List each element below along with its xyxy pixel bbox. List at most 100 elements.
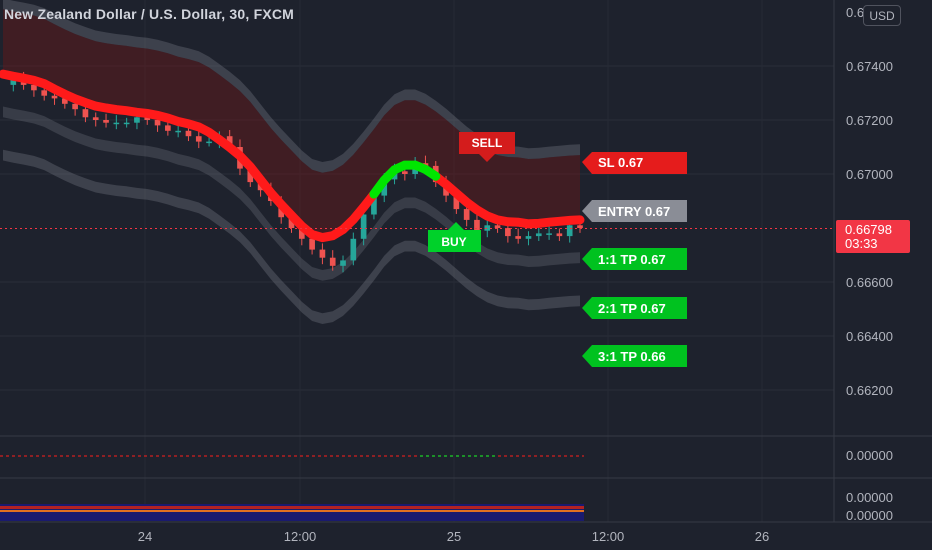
time-tick-label: 26 (755, 529, 769, 544)
lower-histogram-red-bar (0, 506, 584, 509)
time-tick-label: 24 (138, 529, 152, 544)
candle-body (113, 122, 120, 125)
candle-body (72, 103, 78, 110)
take-profit-2-text: 2:1 TP 0.67 (598, 301, 666, 316)
take-profit-3-box (582, 345, 687, 367)
last-price-marker (836, 220, 910, 253)
entry-label[interactable]: ENTRY 0.67 (582, 200, 687, 222)
candle-body (61, 98, 68, 104)
candle-body (288, 217, 295, 228)
price-axis-partial-label: 0.6 (846, 5, 864, 20)
candle-body (505, 228, 511, 237)
price-tick-label: 0.67400 (846, 59, 893, 74)
outer-lower-band (3, 149, 580, 324)
candle-body (51, 95, 58, 99)
candle-body (525, 236, 532, 239)
price-tick-label: 0.66200 (846, 383, 893, 398)
candle-body (402, 171, 408, 174)
candle-body (515, 236, 522, 239)
lower-histogram-orange-bar (0, 510, 584, 512)
stop-loss-box (582, 152, 687, 174)
price-tick-label: 0.67000 (846, 167, 893, 182)
last-price-label: 0.66798 (845, 222, 892, 237)
candle-body (195, 136, 202, 142)
candle-body (340, 260, 346, 266)
candle-body (319, 249, 326, 258)
upper-red-zone (3, 9, 580, 238)
stop-loss-text: SL 0.67 (598, 155, 643, 170)
entry-box (582, 200, 687, 222)
candle-body (474, 219, 480, 231)
chart-title[interactable]: New Zealand Dollar / U.S. Dollar, 30, FX… (4, 6, 295, 22)
take-profit-1-box (582, 248, 687, 270)
price-axis[interactable]: 0.6 0.67400 0.67200 0.67000 0.66600 0.66400 0… (846, 5, 893, 398)
candle-body (31, 84, 37, 91)
candle-body (546, 233, 552, 235)
time-tick-label: 25 (447, 529, 461, 544)
price-tick-label: 0.66400 (846, 329, 893, 344)
candle-body (226, 136, 233, 147)
sell-signal-box (459, 132, 515, 162)
trend-ribbon (431, 171, 585, 229)
time-tick-label: 12:00 (592, 529, 625, 544)
candle-body (41, 90, 48, 96)
price-tick-label: 0.66600 (846, 275, 893, 290)
trend-ribbon (369, 160, 441, 199)
candle-body (494, 225, 501, 228)
candle-body (123, 122, 130, 125)
lower-value-label-1: 0.00000 (846, 490, 893, 505)
sell-signal-label: SELL (472, 136, 503, 150)
candle-body (556, 233, 563, 237)
candle-body (535, 233, 542, 237)
candle-body (329, 257, 336, 266)
candle-body (350, 238, 357, 261)
take-profit-1-text: 1:1 TP 0.67 (598, 252, 666, 267)
candle-body (484, 225, 491, 231)
outer-upper-band (3, 0, 580, 173)
candle-body (10, 79, 17, 85)
take-profit-3-text: 3:1 TP 0.66 (598, 349, 666, 364)
candle-body (103, 120, 109, 123)
candle-body (566, 225, 573, 237)
entry-text: ENTRY 0.67 (598, 204, 670, 219)
candle-body (134, 117, 140, 123)
candle-body (92, 117, 99, 120)
candle-body (577, 225, 583, 228)
buy-signal-label: BUY (441, 235, 466, 249)
lower-value-label-2: 0.00000 (846, 508, 893, 523)
buy-signal-box (428, 222, 481, 252)
candle-body (371, 195, 377, 215)
trend-ribbon (0, 69, 379, 243)
take-profit-2-box (582, 297, 687, 319)
candle-body (360, 214, 367, 239)
candle-body (165, 125, 171, 131)
time-axis[interactable]: 24 12:00 25 12:00 26 (138, 529, 769, 544)
currency-button[interactable]: USD (863, 5, 901, 26)
take-profit-3-label[interactable]: 3:1 TP 0.66 (582, 345, 687, 367)
overlay-layer (0, 69, 834, 457)
candle-body (206, 141, 212, 144)
time-tick-label: 12:00 (284, 529, 317, 544)
candle-body (309, 238, 315, 250)
price-tick-label: 0.67200 (846, 113, 893, 128)
candle-body (247, 168, 254, 183)
candle-body (82, 109, 89, 118)
sell-signal[interactable]: SELL (459, 132, 515, 162)
candle-body (154, 120, 161, 126)
buy-signal[interactable]: BUY (428, 222, 481, 252)
candle-body (185, 130, 192, 137)
take-profit-1-label[interactable]: 1:1 TP 0.67 (582, 248, 687, 270)
oscillator-value-label: 0.00000 (846, 448, 893, 463)
take-profit-2-label[interactable]: 2:1 TP 0.67 (582, 297, 687, 319)
candle-body (144, 117, 151, 120)
candle-body (175, 130, 181, 133)
stop-loss-label[interactable]: SL 0.67 (582, 152, 687, 174)
inner-lower-band (3, 106, 580, 281)
candle-body (298, 228, 305, 239)
candle-body (463, 209, 470, 220)
countdown-label: 03:33 (845, 236, 878, 251)
candle-body (453, 195, 460, 210)
